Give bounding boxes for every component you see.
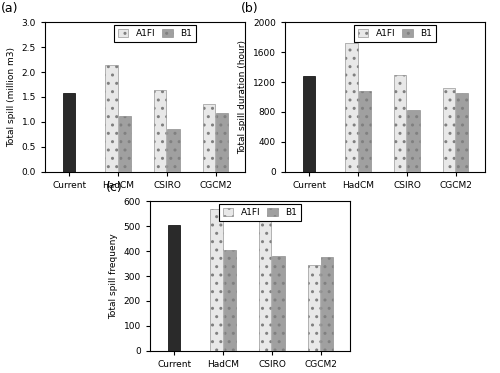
Bar	[260, 221, 272, 351]
Bar	[321, 257, 334, 351]
Text: (b): (b)	[241, 2, 258, 15]
Bar	[456, 93, 468, 172]
Bar	[308, 265, 320, 351]
Y-axis label: Total spill (million m3): Total spill (million m3)	[7, 47, 16, 147]
Legend: A1FI, B1: A1FI, B1	[354, 25, 436, 42]
Legend: A1FI, B1: A1FI, B1	[114, 25, 196, 42]
Bar	[272, 256, 284, 351]
Bar	[106, 65, 118, 172]
Bar	[394, 75, 406, 172]
Bar	[346, 43, 358, 172]
Y-axis label: Total spill duration (hour): Total spill duration (hour)	[238, 40, 248, 154]
Bar	[358, 91, 371, 172]
Bar	[304, 76, 316, 172]
Text: (a): (a)	[1, 2, 18, 15]
Legend: A1FI, B1: A1FI, B1	[219, 204, 301, 221]
Bar	[216, 113, 228, 172]
Bar	[118, 116, 131, 172]
Y-axis label: Total spill frequeny: Total spill frequeny	[109, 233, 118, 319]
Bar	[443, 88, 455, 172]
Bar	[224, 250, 236, 351]
Bar	[168, 129, 179, 172]
Bar	[408, 110, 420, 172]
Bar	[64, 93, 76, 172]
Bar	[210, 209, 222, 351]
Bar	[168, 225, 180, 351]
Text: (c): (c)	[106, 181, 123, 194]
Bar	[203, 104, 215, 172]
Bar	[154, 90, 166, 172]
